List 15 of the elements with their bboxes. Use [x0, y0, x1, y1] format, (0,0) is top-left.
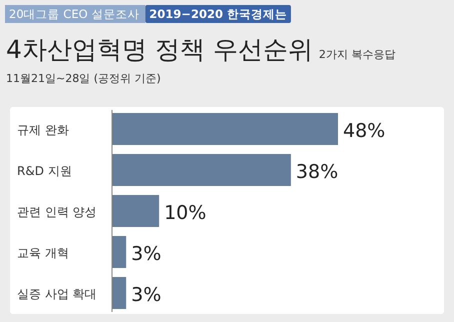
value-label: 38% — [296, 161, 338, 183]
category: 관련 인력 양성 — [17, 205, 97, 219]
title: 4차산업혁명 정책 우선순위 — [6, 35, 313, 64]
value-label: 48% — [343, 120, 386, 142]
subtitle: 2가지 복수응답 — [318, 48, 396, 61]
annotation: 11월21일~28일 (공정위 기준) — [6, 72, 161, 85]
category: 규제 완화 — [17, 123, 69, 137]
category: 실증 사업 확대 — [17, 287, 97, 301]
value-label: 3% — [131, 284, 162, 306]
annotation: 2019−2020 한국경제는 — [149, 7, 287, 21]
value-label: 3% — [131, 243, 162, 265]
category: 교육 개혁 — [17, 246, 69, 260]
category: R&D 지원 — [17, 164, 72, 178]
annotation: 20대그룹 CEO 설문조사 — [9, 7, 140, 21]
value-label: 10% — [164, 202, 206, 224]
